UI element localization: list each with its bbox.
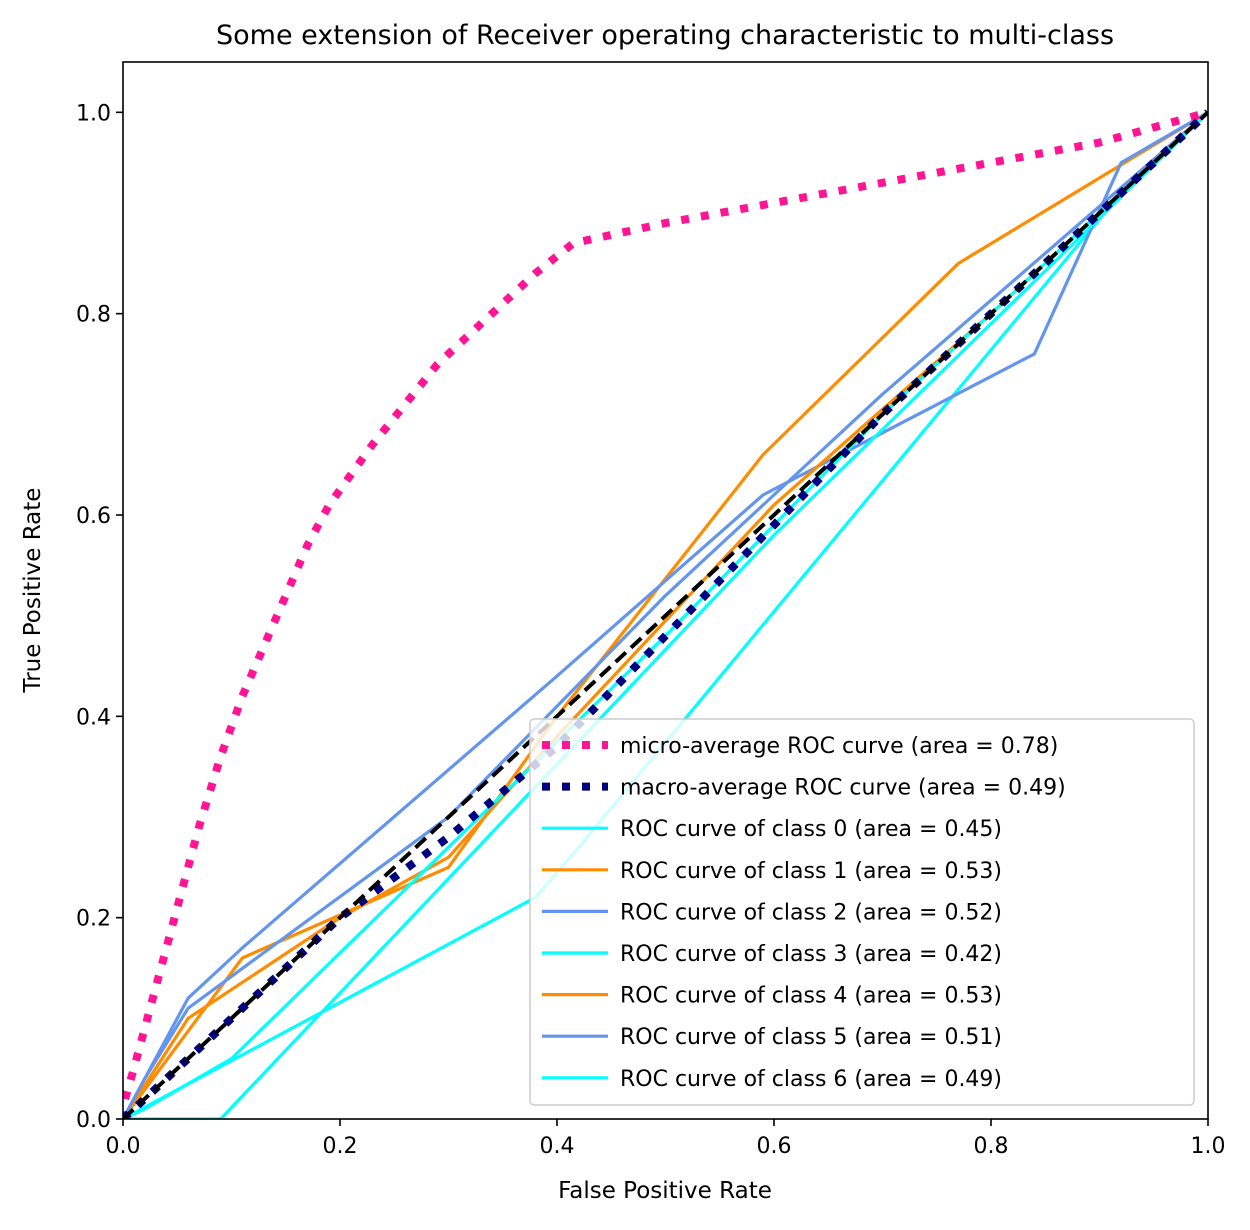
legend-entry-8: ROC curve of class 6 (area = 0.49) bbox=[620, 1067, 1002, 1092]
legend-entry-1: macro-average ROC curve (area = 0.49) bbox=[620, 776, 1066, 801]
series-line-micro-average bbox=[123, 108, 1208, 1119]
plot-area: 0.0 0.2 0.4 0.6 0.8 1.0 0.0 0.2 0.4 0.6 0.8 1.0 bbox=[76, 61, 1226, 1159]
legend-entry-3: ROC curve of class 1 (area = 0.53) bbox=[620, 859, 1002, 884]
legend-entry-4: ROC curve of class 2 (area = 0.52) bbox=[620, 900, 1002, 925]
reference-line-diagonal bbox=[123, 110, 1208, 1119]
chart-title: Some extension of Receiver operating cha… bbox=[216, 20, 1114, 51]
legend-box bbox=[529, 718, 1195, 1106]
y-tick-label: 0.4 bbox=[76, 705, 111, 730]
x-axis-label: False Positive Rate bbox=[558, 1178, 772, 1204]
y-tick-label: 0.0 bbox=[76, 1108, 111, 1133]
y-tick-label: 1.0 bbox=[76, 101, 111, 126]
x-tick-label: 0.6 bbox=[757, 1134, 792, 1159]
legend-entry-7: ROC curve of class 5 (area = 0.51) bbox=[620, 1025, 1002, 1050]
axes-frame bbox=[122, 61, 1209, 1120]
x-tick-label: 0.8 bbox=[974, 1134, 1009, 1159]
legend-entry-0: micro-average ROC curve (area = 0.78) bbox=[620, 734, 1058, 759]
y-tick-label: 0.8 bbox=[76, 303, 111, 328]
x-tick-label: 0.2 bbox=[323, 1134, 358, 1159]
series-line-class-3 bbox=[123, 111, 1208, 1119]
series-lines bbox=[123, 108, 1208, 1119]
y-tick-label: 0.6 bbox=[76, 504, 111, 529]
series-line-macro-average bbox=[123, 109, 1208, 1119]
legend-entry-5: ROC curve of class 3 (area = 0.42) bbox=[620, 942, 1002, 967]
legend-entry-2: ROC curve of class 0 (area = 0.45) bbox=[620, 817, 1002, 842]
x-tick-label: 0.0 bbox=[106, 1134, 141, 1159]
x-tick-label: 1.0 bbox=[1191, 1134, 1226, 1159]
legend-entry-6: ROC curve of class 4 (area = 0.53) bbox=[620, 984, 1002, 1009]
x-tick-label: 0.4 bbox=[540, 1134, 575, 1159]
series-line-class-2 bbox=[123, 110, 1208, 1119]
y-tick-label: 0.2 bbox=[76, 907, 111, 932]
legend: micro-average ROC curve (area = 0.78) mac… bbox=[529, 718, 1195, 1106]
y-axis-label: True Positive Rate bbox=[20, 488, 46, 694]
